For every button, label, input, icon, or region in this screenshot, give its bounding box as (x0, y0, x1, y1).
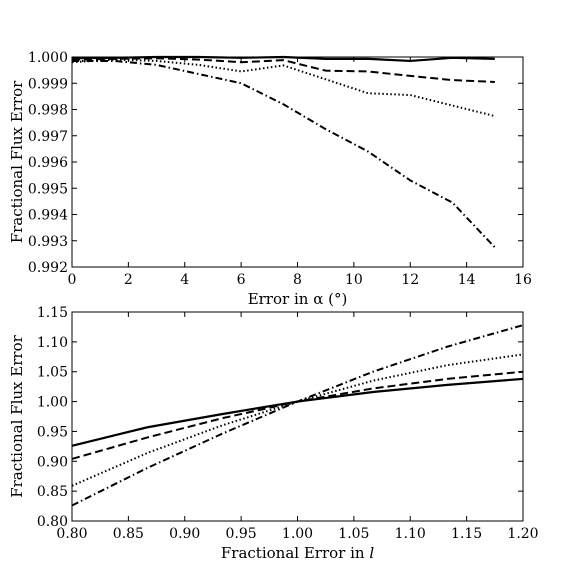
x-tick-label: 0.80 (56, 526, 87, 542)
y-tick-label: 1.05 (37, 365, 68, 381)
x-tick-label: 4 (180, 272, 189, 288)
y-tick-label: 0.996 (28, 155, 68, 171)
x-tick-label: 0.85 (113, 526, 144, 542)
x-tick-label: 12 (401, 272, 419, 288)
y-tick-label: 0.998 (28, 103, 68, 119)
x-tick-label: 14 (458, 272, 476, 288)
y-tick-label: 0.994 (28, 208, 68, 224)
series-line-dotted (71, 58, 496, 118)
x-axis-label: Error in α (°) (248, 290, 348, 308)
x-tick-label: 0.95 (226, 526, 257, 542)
x-tick-label: 2 (124, 272, 133, 288)
x-tick-label: 0.90 (169, 526, 200, 542)
series-line-dashdot (72, 59, 496, 248)
x-tick-label: 1.15 (451, 526, 482, 542)
y-axis-label: Fractional Flux Error (8, 334, 26, 497)
y-tick-label: 0.90 (37, 454, 68, 470)
x-tick-label: 6 (237, 272, 246, 288)
x-tick-label: 1.05 (338, 526, 369, 542)
y-tick-label: 0.993 (28, 234, 68, 250)
y-tick-label: 0.999 (28, 76, 68, 92)
bottom-chart: 0.80 0.85 0.90 0.95 1.00 1.05 1.10 1.15 1.20 0.80… (8, 305, 539, 562)
y-tick-label: 0.992 (28, 260, 68, 276)
x-tick-label: 0 (68, 272, 77, 288)
y-tick-label: 0.997 (28, 129, 68, 145)
plot-frame (71, 56, 524, 268)
y-tick-label: 0.95 (37, 424, 68, 440)
x-tick-label: 1.00 (282, 526, 313, 542)
series-line-solid (71, 377, 524, 447)
y-tick-label: 0.80 (37, 514, 68, 530)
y-axis-label: Fractional Flux Error (8, 80, 26, 243)
x-tick-label: 1.10 (395, 526, 426, 542)
y-tick-label: 1.00 (37, 395, 68, 411)
y-tick-label: 1.000 (28, 50, 68, 66)
series-line-dotted (71, 353, 524, 487)
x-axis-label: Fractional Error in l (221, 544, 374, 562)
top-chart: 0 2 4 6 8 10 12 14 16 0.992 0.993 0.994 0.995 0.996 0.… (8, 50, 532, 308)
y-tick-label: 1.15 (37, 305, 68, 321)
x-tick-label: 16 (514, 272, 532, 288)
series-line-dashed (71, 57, 495, 83)
y-tick-label: 0.995 (28, 181, 68, 197)
x-tick-label: 10 (345, 272, 363, 288)
x-tick-label: 1.20 (507, 526, 538, 542)
series-line-dashdot (71, 324, 524, 507)
y-tick-label: 1.10 (37, 335, 68, 351)
x-tick-label: 8 (293, 272, 302, 288)
y-tick-label: 0.85 (37, 484, 68, 500)
